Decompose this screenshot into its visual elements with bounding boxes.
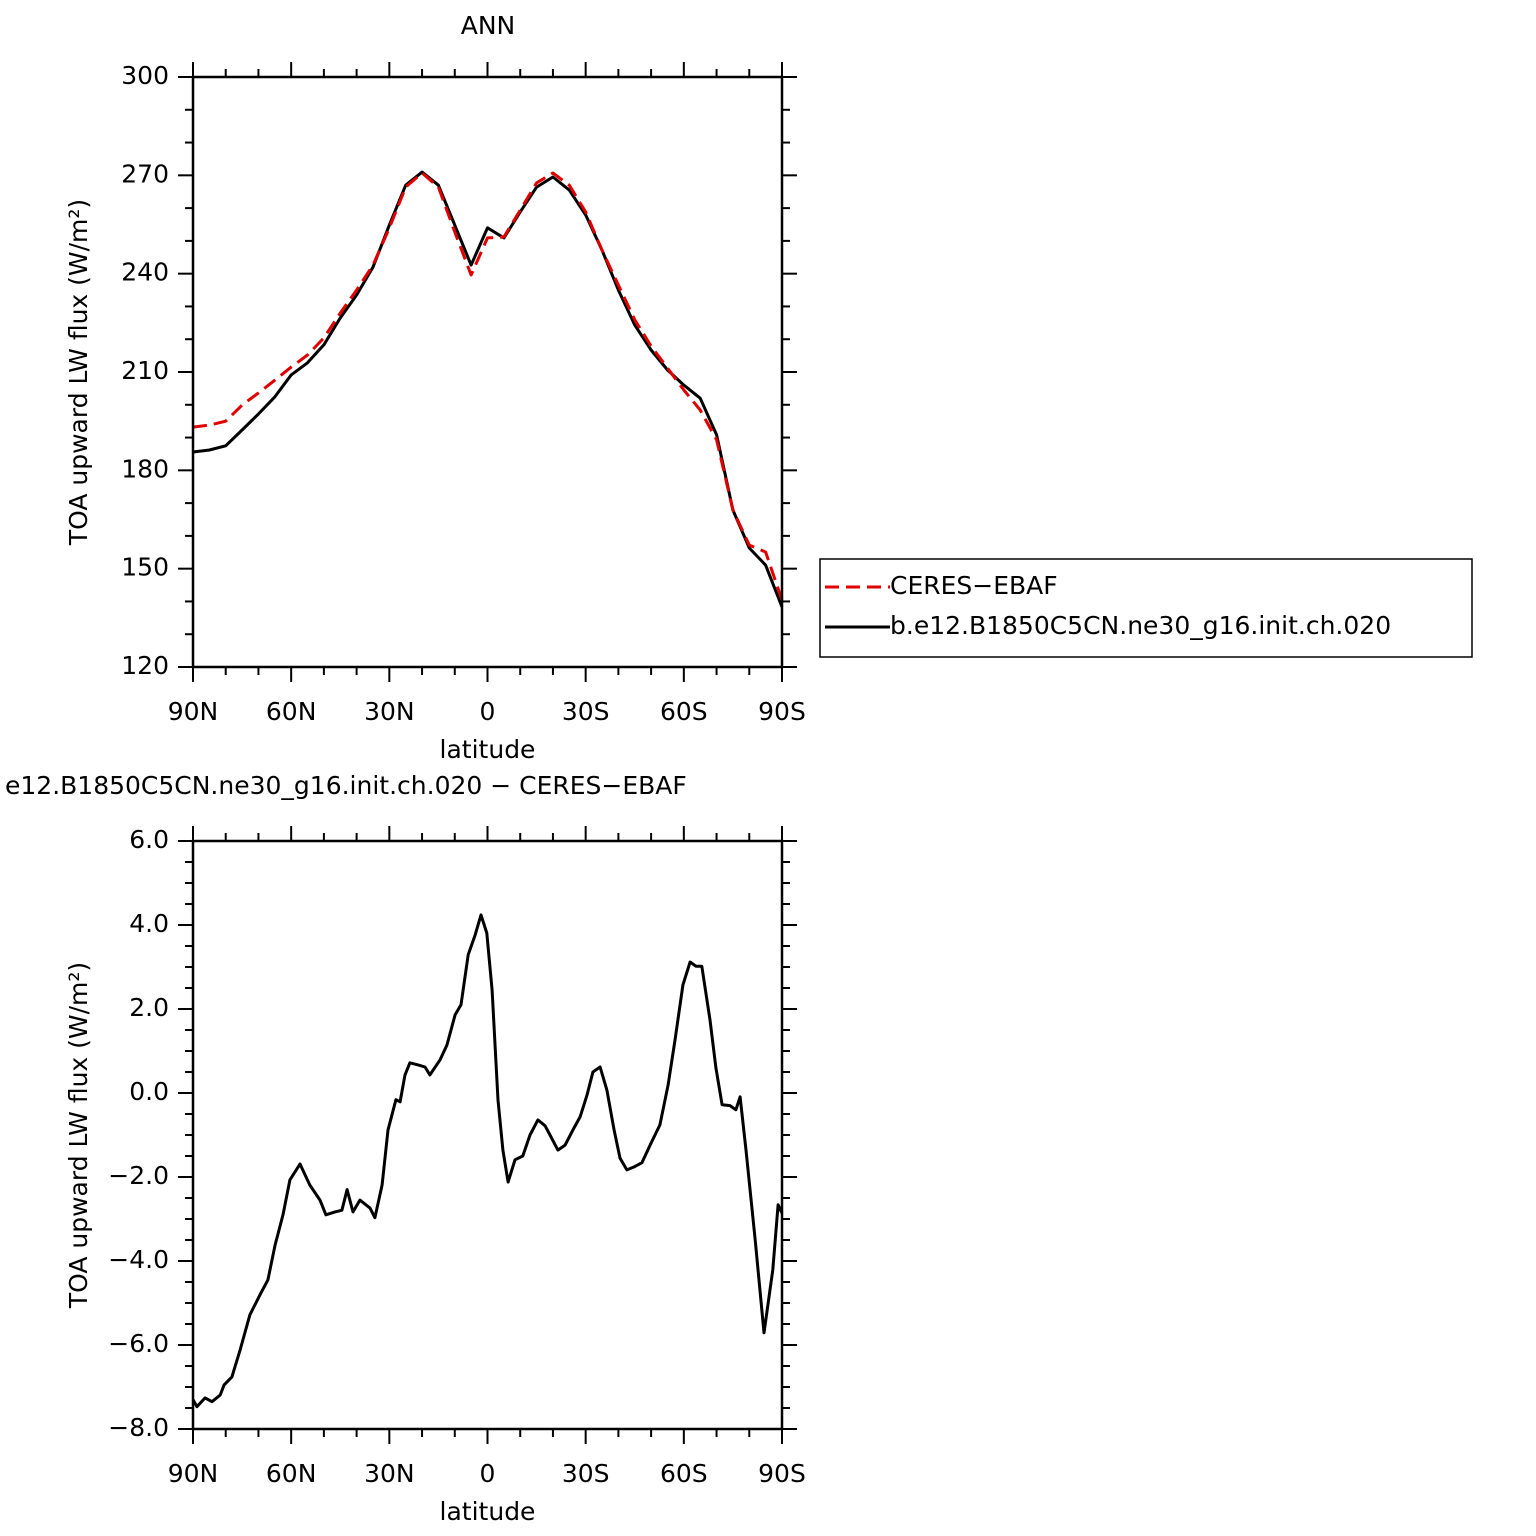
x-tick-label: 60N (266, 697, 317, 726)
x-tick-label: 30N (364, 1459, 415, 1488)
y-tick-label: 150 (121, 553, 169, 582)
y-tick-label: 300 (121, 61, 169, 90)
x-tick-label: 60S (660, 1459, 708, 1488)
data-line (192, 170, 784, 608)
x-tick-label: 30N (364, 697, 415, 726)
plot-frame (191, 839, 784, 1431)
x-tick-label: 30S (562, 1459, 610, 1488)
x-tick-label: 90S (758, 1459, 806, 1488)
x-tick-label: 0 (480, 697, 496, 726)
chart-title: ANN (461, 11, 516, 40)
y-tick-label: −6.0 (108, 1329, 169, 1358)
y-tick-label: 0.0 (129, 1077, 169, 1106)
y-axis-label: TOA upward LW flux (W/m²) (64, 962, 93, 1309)
x-tick-label: 90N (168, 1459, 219, 1488)
x-tick-label: 90N (168, 697, 219, 726)
x-tick-label: 60S (660, 697, 708, 726)
y-tick-label: −4.0 (108, 1245, 169, 1274)
y-tick-label: 2.0 (129, 993, 169, 1022)
y-tick-label: 4.0 (129, 909, 169, 938)
legend-box (819, 558, 1473, 658)
y-tick-label: 180 (121, 454, 169, 483)
legend-label: b.e12.B1850C5CN.ne30_g16.init.ch.020 (890, 611, 1391, 640)
plot-frame (191, 75, 784, 669)
y-tick-label: −8.0 (108, 1413, 169, 1442)
chart-title: e12.B1850C5CN.ne30_g16.init.ch.020 − CER… (5, 771, 687, 800)
y-tick-label: 240 (121, 258, 169, 287)
y-tick-label: 210 (121, 356, 169, 385)
x-axis-label: latitude (440, 1497, 536, 1526)
x-tick-label: 0 (480, 1459, 496, 1488)
y-tick-label: −2.0 (108, 1161, 169, 1190)
x-tick-label: 90S (758, 697, 806, 726)
x-tick-label: 30S (562, 697, 610, 726)
y-tick-label: 6.0 (129, 825, 169, 854)
data-line (192, 171, 784, 601)
x-tick-label: 60N (266, 1459, 317, 1488)
x-axis-label: latitude (440, 735, 536, 764)
data-line (191, 913, 784, 1409)
legend-label: CERES−EBAF (890, 571, 1058, 600)
y-axis-label: TOA upward LW flux (W/m²) (64, 199, 93, 546)
y-tick-label: 270 (121, 159, 169, 188)
y-tick-label: 120 (121, 651, 169, 680)
